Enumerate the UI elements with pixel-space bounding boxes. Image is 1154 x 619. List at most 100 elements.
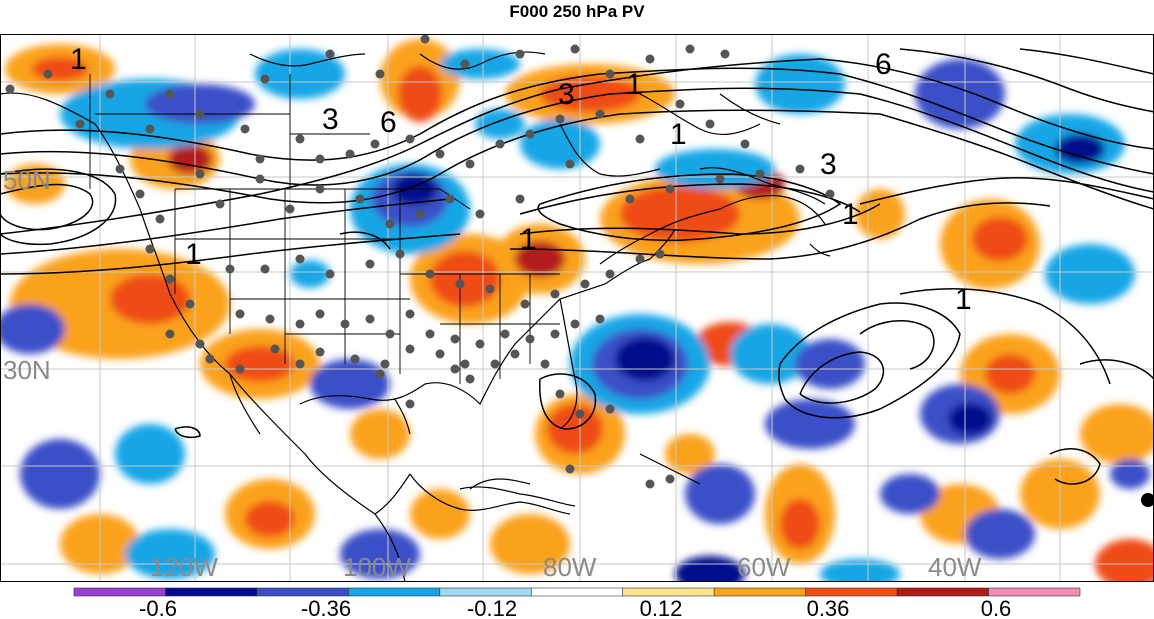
- lon-label-100w: 100W: [343, 552, 411, 582]
- lat-label-50n: 50N: [3, 165, 51, 195]
- contour-label: 3: [558, 78, 575, 111]
- station-dot: [406, 135, 415, 144]
- station-dot: [451, 335, 460, 344]
- station-dot: [206, 355, 215, 364]
- station-dot: [456, 280, 465, 289]
- colorbar-label: -0.6: [139, 596, 177, 619]
- station-dot: [166, 90, 175, 99]
- station-dot: [571, 45, 580, 54]
- station-dot: [461, 360, 470, 369]
- station-dot: [796, 165, 805, 174]
- colorbar-label: -0.12: [467, 596, 517, 619]
- station-dot: [316, 185, 325, 194]
- station-dot: [706, 120, 715, 129]
- lon-label-60w: 60W: [737, 552, 791, 582]
- station-dot: [271, 345, 280, 354]
- colorbar-box: [897, 588, 988, 596]
- contour-label: 6: [875, 48, 892, 81]
- station-dot: [421, 35, 430, 44]
- station-dot: [666, 185, 675, 194]
- station-dot: [556, 115, 565, 124]
- station-dot: [721, 50, 730, 59]
- station-dot: [366, 315, 375, 324]
- station-dot: [296, 320, 305, 329]
- station-dot: [326, 270, 335, 279]
- station-dot: [756, 170, 765, 179]
- station-dot: [266, 315, 275, 324]
- station-dot: [596, 110, 605, 119]
- station-dot: [116, 165, 125, 174]
- pv-map: 1 3 6 3 6 1 3 1 1 1 1 1 50N 30N 120W 100…: [0, 34, 1154, 582]
- station-dot: [396, 250, 405, 259]
- colorbar-box: [257, 588, 348, 596]
- station-dot: [516, 50, 525, 59]
- station-dot: [446, 195, 455, 204]
- station-dot: [296, 360, 305, 369]
- colorbar-box: [440, 588, 531, 596]
- station-dot: [236, 365, 245, 374]
- station-dot: [581, 280, 590, 289]
- colorbar-box: [806, 588, 897, 596]
- station-dot: [386, 220, 395, 229]
- station-dot: [426, 270, 435, 279]
- station-dot: [261, 265, 270, 274]
- station-dot: [426, 330, 435, 339]
- station-dot: [486, 285, 495, 294]
- station-dot: [606, 405, 615, 414]
- station-dot: [551, 330, 560, 339]
- contour-label: 1: [670, 118, 687, 151]
- colorbar-label: 0.6: [981, 596, 1012, 619]
- station-dot: [491, 360, 500, 369]
- station-dot: [286, 205, 295, 214]
- station-dot: [406, 310, 415, 319]
- station-dot: [356, 195, 365, 204]
- station-dot: [606, 70, 615, 79]
- station-dot: [511, 350, 520, 359]
- station-dot: [256, 175, 265, 184]
- contour-label: 6: [380, 106, 397, 139]
- station-dot: [656, 250, 665, 259]
- station-dot: [466, 375, 475, 384]
- station-dot: [351, 355, 360, 364]
- contour-label: 3: [820, 148, 837, 181]
- lon-label-40w: 40W: [928, 552, 982, 582]
- station-dot: [676, 100, 685, 109]
- station-dot: [476, 340, 485, 349]
- station-dot: [741, 140, 750, 149]
- station-dot: [261, 75, 270, 84]
- contour-label: 1: [185, 238, 202, 271]
- station-dot: [241, 125, 250, 134]
- colorbar: -0.6 -0.36 -0.12 0.12 0.36 0.6: [0, 586, 1154, 619]
- station-dot: [226, 265, 235, 274]
- station-dot: [166, 275, 175, 284]
- colorbar-box: [531, 588, 622, 596]
- station-dot: [596, 315, 605, 324]
- station-dot: [551, 290, 560, 299]
- station-dot: [451, 365, 460, 374]
- station-dot: [381, 360, 390, 369]
- station-dot: [461, 60, 470, 69]
- station-dot: [166, 330, 175, 339]
- station-dot: [146, 125, 155, 134]
- contour-label: 1: [626, 68, 643, 101]
- station-dot: [406, 400, 415, 409]
- station-dot: [476, 210, 485, 219]
- station-dot: [416, 210, 425, 219]
- lat-label-30n: 30N: [3, 355, 51, 385]
- station-dot: [296, 255, 305, 264]
- colorbar-box: [74, 588, 165, 596]
- station-dot: [376, 70, 385, 79]
- station-dot: [316, 155, 325, 164]
- colorbar-labels: -0.6 -0.36 -0.12 0.12 0.36 0.6: [139, 596, 1011, 619]
- station-dot: [44, 70, 53, 79]
- station-dot: [436, 150, 445, 159]
- station-dot: [196, 110, 205, 119]
- station-dot: [326, 50, 335, 59]
- lon-label-120w: 120W: [150, 552, 218, 582]
- station-dot: [341, 320, 350, 329]
- station-dot: [636, 255, 645, 264]
- station-dot: [666, 475, 675, 484]
- station-dot: [556, 390, 565, 399]
- station-dot: [196, 170, 205, 179]
- station-dot: [521, 300, 530, 309]
